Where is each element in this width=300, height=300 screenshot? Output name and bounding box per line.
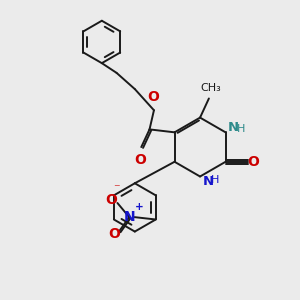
Text: O: O	[147, 90, 159, 104]
Text: CH₃: CH₃	[200, 83, 221, 93]
Text: H: H	[211, 175, 220, 185]
Text: N: N	[203, 175, 214, 188]
Text: O: O	[108, 227, 120, 241]
Text: N: N	[123, 209, 135, 224]
Text: N: N	[228, 121, 239, 134]
Text: +: +	[135, 202, 144, 212]
Text: O: O	[134, 153, 146, 167]
Text: O: O	[247, 155, 259, 169]
Text: H: H	[237, 124, 245, 134]
Text: O: O	[105, 193, 117, 207]
Text: ⁻: ⁻	[113, 183, 120, 196]
